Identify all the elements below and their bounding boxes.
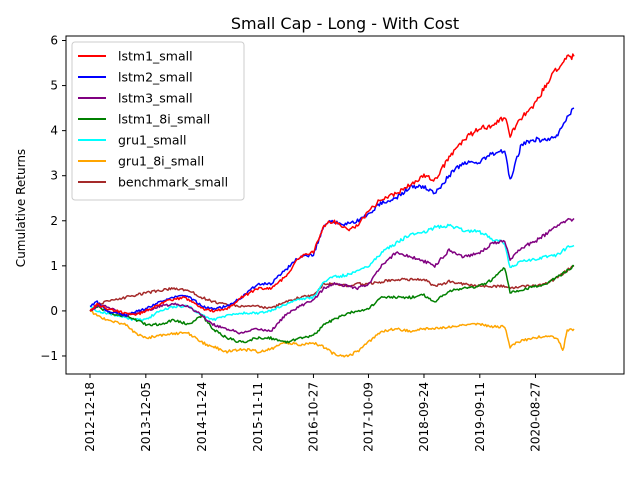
x-tick-label: 2017-10-09 [361,382,375,452]
series-line-lstm1_8i_small [89,264,575,344]
y-tick-label: 6 [50,34,58,48]
x-tick-label: 2013-12-05 [139,382,153,452]
legend-entry-lstm1_8i_small: lstm1_8i_small [118,112,210,127]
y-axis: −1 0 1 2 3 4 5 6 [40,34,66,363]
x-tick-label: 2019-09-11 [473,382,487,452]
chart-title: Small Cap - Long - With Cost [231,14,459,33]
plot-frame [65,35,625,375]
legend-box [71,41,245,201]
legend-entry-gru1_small: gru1_small [118,133,187,148]
x-axis: 2012-12-18 2013-12-05 2014-11-24 2015-11-11… [83,374,542,452]
series-line-benchmark_small [89,265,575,312]
y-tick-label: −1 [40,349,58,363]
legend-entry-lstm3_small: lstm3_small [118,91,193,106]
x-tick-label: 2014-11-24 [195,382,209,452]
y-axis-label: Cumulative Returns [14,149,28,267]
y-tick-label: 0 [50,304,58,318]
series-line-lstm3_small [89,217,575,335]
series-line-lstm2_small [89,107,575,318]
x-tick-label: 2016-10-27 [306,382,320,452]
y-tick-label: 1 [50,259,58,273]
legend-entry-benchmark_small: benchmark_small [118,175,228,190]
series-line-gru1_small [89,223,575,322]
y-tick-label: 4 [50,124,58,138]
legend-entry-lstm1_small: lstm1_small [118,49,193,64]
x-tick-label: 2015-11-11 [251,382,265,452]
legend-entry-gru1_8i_small: gru1_8i_small [118,154,204,169]
y-tick-label: 5 [50,79,58,93]
legend: lstm1_small lstm2_small lstm3_small lstm1_8… [71,41,245,201]
legend-entry-lstm2_small: lstm2_small [118,70,193,85]
x-tick-label: 2020-08-27 [528,382,542,452]
series-layer [89,53,575,358]
y-tick-label: 2 [50,214,58,228]
series-line-lstm1_small [89,53,575,316]
x-tick-label: 2012-12-18 [83,382,97,452]
series-line-gru1_8i_small [89,310,575,358]
y-tick-label: 3 [50,169,58,183]
x-tick-label: 2018-09-24 [417,382,431,452]
